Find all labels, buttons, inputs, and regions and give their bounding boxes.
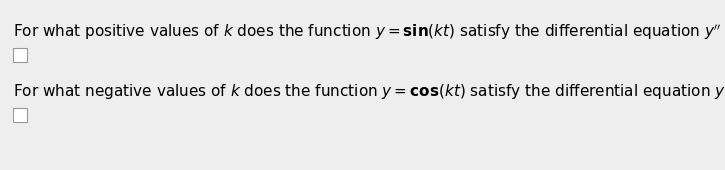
- Text: For what negative values of $\mathbf{\it{k}}$ does the function $y = \mathbf{cos: For what negative values of $\mathbf{\it…: [13, 82, 725, 102]
- FancyBboxPatch shape: [13, 48, 27, 62]
- FancyBboxPatch shape: [13, 108, 27, 122]
- Text: For what positive values of $\mathbf{\it{k}}$ does the function $y = \mathbf{sin: For what positive values of $\mathbf{\it…: [13, 22, 725, 42]
